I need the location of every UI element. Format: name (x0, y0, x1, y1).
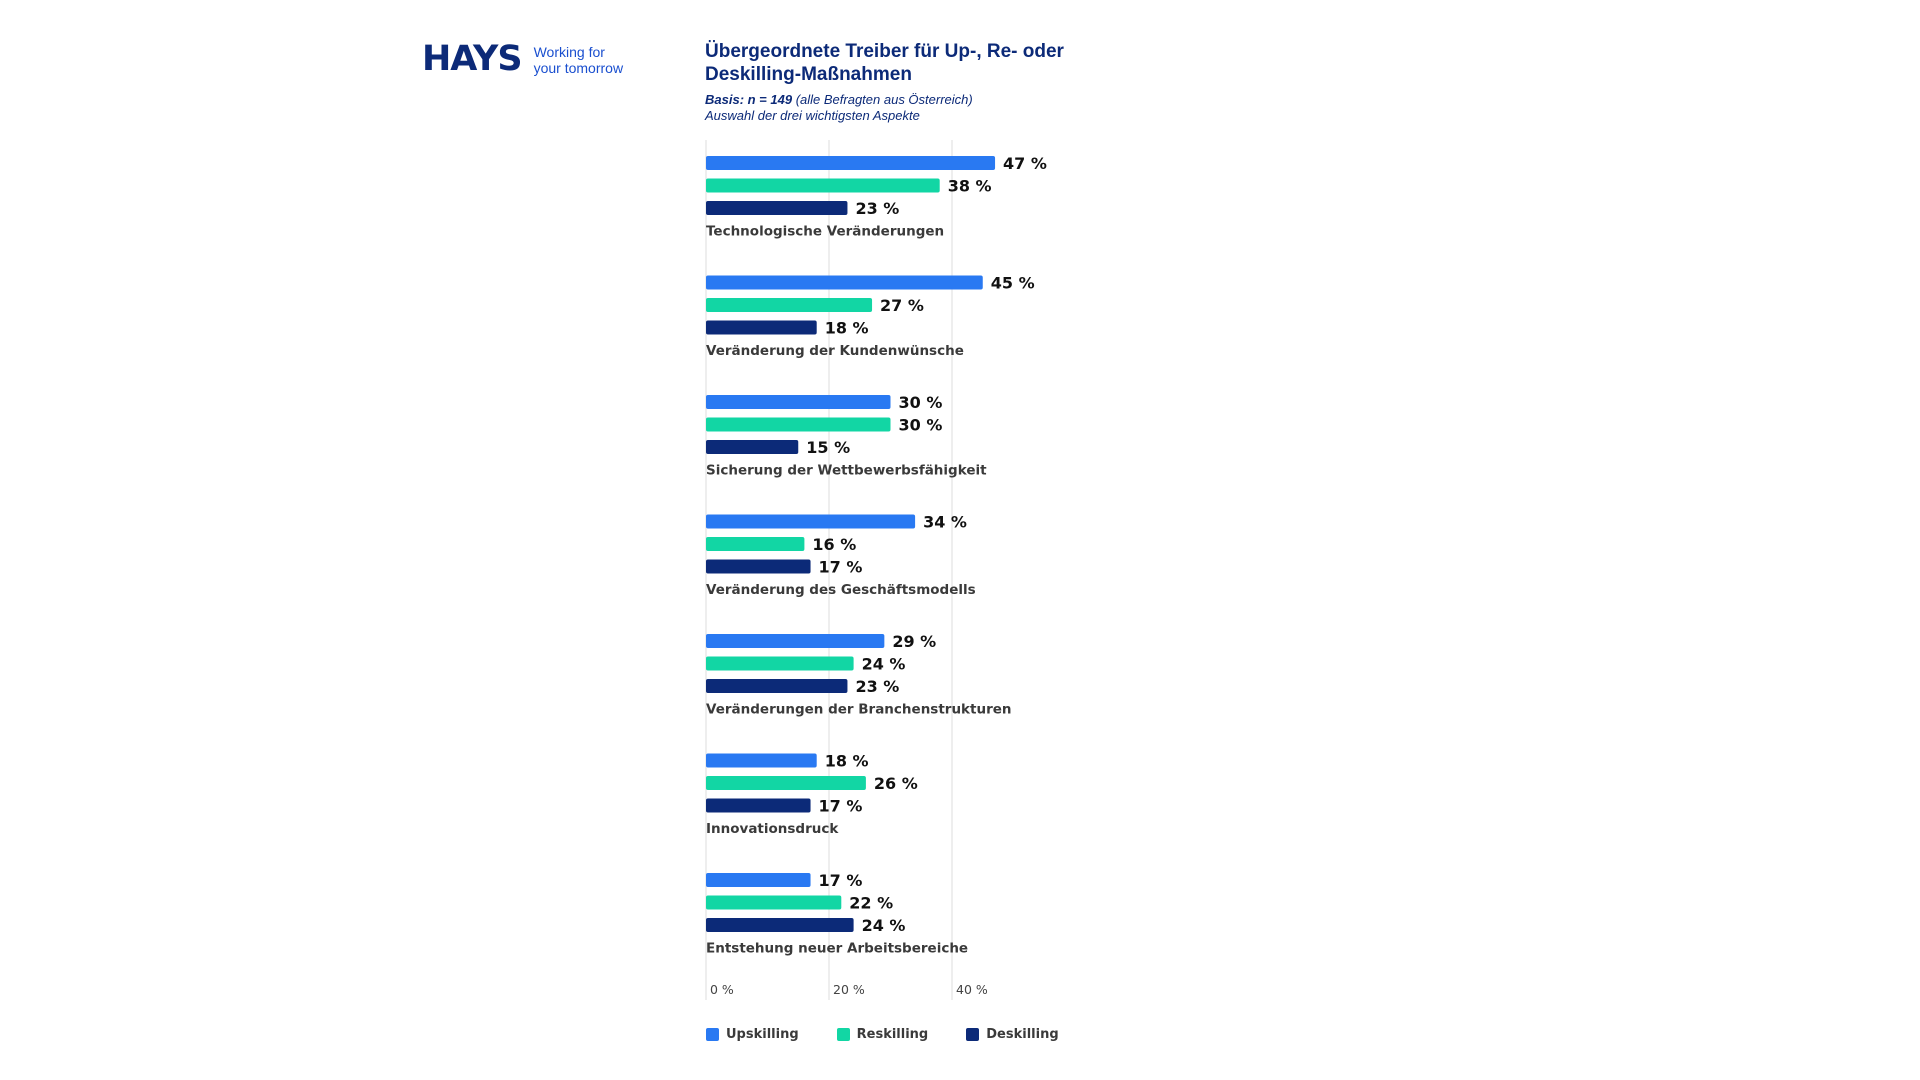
category-label-veranderung-der-kundenwunsche: Veränderung der Kundenwünsche (706, 343, 964, 359)
chart-header: Übergeordnete Treiber für Up-, Re- oder … (705, 40, 1125, 123)
logo-tagline-line-1: Working for (533, 43, 605, 60)
data-label-upskilling-7: 17 % (819, 871, 863, 890)
chart-basis: Basis: n = 149 (alle Befragten aus Öster… (705, 92, 1125, 108)
bar-upskilling-6 (706, 753, 817, 768)
data-label-upskilling-3: 30 % (899, 393, 943, 412)
category-label-veranderung-des-geschaftsmodells: Veränderung des Geschäftsmodells (706, 582, 976, 598)
legend-swatch-upskilling (706, 1028, 719, 1041)
bar-upskilling-4 (706, 514, 916, 529)
data-label-reskilling-4: 16 % (812, 535, 856, 554)
bar-deskilling-6 (706, 798, 811, 813)
bar-upskilling-2 (706, 275, 983, 290)
legend-item-deskilling: Deskilling (966, 1027, 1059, 1042)
legend-label-deskilling: Deskilling (986, 1027, 1059, 1042)
data-label-deskilling-2: 18 % (825, 319, 869, 338)
legend-label-reskilling: Reskilling (856, 1027, 929, 1042)
data-label-reskilling-1: 38 % (948, 177, 992, 196)
basis-bold: Basis: n = 149 (705, 92, 793, 107)
data-label-reskilling-6: 26 % (874, 774, 918, 793)
bar-deskilling-7 (706, 918, 854, 932)
category-label-innovationsdruck: Innovationsdruck (706, 821, 839, 837)
bar-reskilling-6 (706, 776, 866, 790)
data-label-upskilling-2: 45 % (991, 274, 1035, 293)
bar-upskilling-7 (706, 873, 811, 887)
bar-deskilling-5 (706, 679, 848, 693)
logo-tagline-line-2: your tomorrow (533, 59, 624, 76)
data-label-deskilling-1: 23 % (855, 199, 899, 218)
bar-reskilling-5 (706, 656, 854, 671)
category-label-technologische-veranderungen: Technologische Veränderungen (706, 224, 944, 240)
bar-deskilling-3 (706, 440, 799, 454)
bar-reskilling-4 (706, 537, 805, 551)
data-label-upskilling-4: 34 % (923, 513, 967, 532)
data-label-reskilling-2: 27 % (880, 296, 924, 315)
data-label-upskilling-6: 18 % (825, 752, 869, 771)
data-label-reskilling-7: 22 % (849, 894, 893, 913)
category-label-veranderungen-der-branchenstrukturen: Veränderungen der Branchenstrukturen (706, 702, 1012, 718)
legend-label-upskilling: Upskilling (726, 1027, 799, 1042)
legend-item-upskilling: Upskilling (706, 1027, 799, 1042)
logo-tagline: Working for your tomorrow (534, 44, 623, 76)
data-label-deskilling-4: 17 % (819, 558, 863, 577)
bar-upskilling-5 (706, 634, 885, 648)
bar-reskilling-7 (706, 895, 842, 910)
legend-swatch-reskilling (836, 1028, 850, 1041)
data-label-deskilling-3: 15 % (806, 438, 850, 457)
bar-upskilling-1 (706, 156, 996, 170)
legend-item-reskilling: Reskilling (836, 1027, 929, 1042)
bar-deskilling-4 (706, 559, 811, 574)
data-label-upskilling-1: 47 % (1003, 154, 1047, 173)
bar-reskilling-1 (706, 178, 940, 193)
data-label-reskilling-3: 30 % (899, 416, 943, 435)
data-label-deskilling-5: 23 % (855, 677, 899, 696)
chart-legend: Upskilling Reskilling Deskilling (706, 1027, 1097, 1042)
data-label-deskilling-6: 17 % (819, 797, 863, 816)
hays-logo: HAYS Working for your tomorrow (422, 42, 623, 77)
bar-deskilling-2 (706, 320, 817, 335)
data-label-reskilling-5: 24 % (862, 655, 906, 674)
bar-deskilling-1 (706, 201, 848, 215)
bar-reskilling-3 (706, 417, 891, 432)
bar-upskilling-3 (706, 395, 891, 409)
chart-title: Übergeordnete Treiber für Up-, Re- oder … (705, 41, 1064, 85)
logo-wordmark: HAYS (422, 39, 523, 79)
chart-note: Auswahl der drei wichtigsten Aspekte (705, 108, 920, 123)
x-tick-label-40: 40 % (956, 982, 988, 997)
x-tick-label-20: 20 % (833, 982, 865, 997)
data-label-upskilling-5: 29 % (892, 632, 936, 651)
bar-reskilling-2 (706, 298, 873, 312)
category-label-sicherung-der-wettbewerbsfahigkeit: Sicherung der Wettbewerbsfähigkeit (706, 463, 987, 479)
category-label-entstehung-neuer-arbeitsbereiche: Entstehung neuer Arbeitsbereiche (706, 941, 968, 957)
legend-swatch-deskilling (966, 1028, 980, 1041)
x-tick-label-0: 0 % (710, 982, 734, 997)
data-label-deskilling-7: 24 % (862, 916, 906, 935)
basis-rest: (alle Befragten aus Österreich) (792, 92, 973, 107)
